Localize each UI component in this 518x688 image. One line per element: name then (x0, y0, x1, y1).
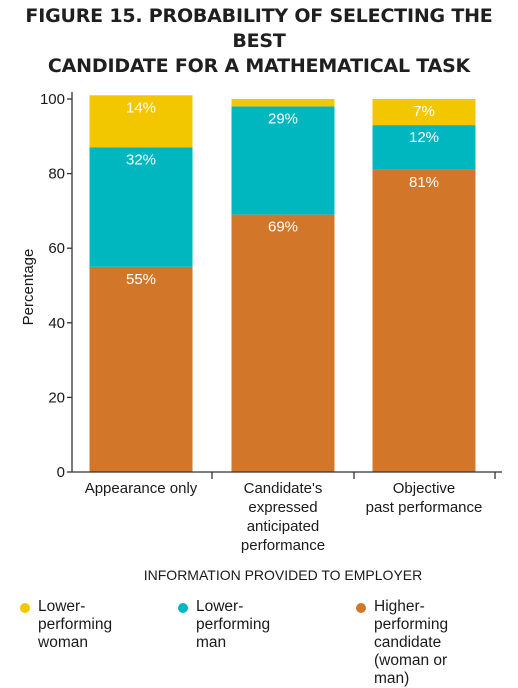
bar-segment-1-1 (89, 266, 193, 472)
y-axis-label: Percentage (20, 249, 37, 326)
category-label-2-line-1: Candidate's (244, 480, 323, 497)
data-label-3-2: 12% (409, 129, 439, 146)
data-label-1-1: 55% (126, 271, 156, 288)
data-label-2-3: 2% (272, 81, 294, 98)
data-label-3-3: 7% (413, 103, 435, 120)
legend-label-2: Lower-performing man (196, 598, 271, 651)
bar-segment-3-1 (372, 169, 476, 472)
x-axis-label: INFORMATION PROVIDED TO EMPLOYER (144, 567, 422, 583)
data-label-1-2: 32% (126, 151, 156, 168)
y-tick-label-2: 40 (48, 315, 65, 332)
y-tick-label-5: 100 (40, 91, 65, 108)
category-label-2-line-4: performance (241, 537, 325, 554)
data-label-3-1: 81% (409, 174, 439, 191)
legend-label-1: Lower-performing woman (38, 598, 113, 651)
legend-swatch-1 (20, 603, 30, 613)
y-tick-label-1: 20 (48, 389, 65, 406)
bar-segment-2-3 (231, 99, 335, 107)
bar-segment-1-2 (89, 147, 193, 267)
category-label-2-line-3: anticipated (247, 518, 320, 535)
bar-segment-3-3 (372, 99, 476, 126)
bar-segment-1-3 (89, 95, 193, 148)
y-tick-label-4: 80 (48, 166, 65, 183)
chart-title-line-2: CANDIDATE FOR A MATHEMATICAL TASK (47, 55, 471, 77)
stacked-bar-chart: 55% 32% 14% 69% 29% 2% 81% 12% 7% 0 20 40 60 80 100 App… (20, 81, 502, 583)
legend-label-3: Higher-performing candidate (woman or ma… (374, 598, 449, 687)
legend-swatch-2 (178, 603, 188, 613)
category-label-2-line-2: expressed (248, 499, 317, 516)
data-label-2-1: 69% (268, 219, 298, 236)
bar-segment-3-2 (372, 125, 476, 170)
bar-segment-2-1 (231, 214, 335, 472)
y-tick-label-0: 0 (57, 464, 65, 481)
legend-swatch-3 (356, 603, 366, 613)
y-tick-label-3: 60 (48, 240, 65, 257)
bar-segment-2-2 (231, 106, 335, 215)
category-label-3-line-2: past performance (366, 499, 483, 516)
chart-title-line-1: FIGURE 15. PROBABILITY OF SELECTING THE … (25, 5, 493, 52)
category-label-1-line-1: Appearance only (85, 480, 198, 497)
data-label-1-3: 14% (126, 99, 156, 116)
data-label-2-2: 29% (268, 110, 298, 127)
category-label-3-line-1: Objective (393, 480, 456, 497)
chart-title: FIGURE 15. PROBABILITY OF SELECTING THE … (0, 4, 518, 79)
